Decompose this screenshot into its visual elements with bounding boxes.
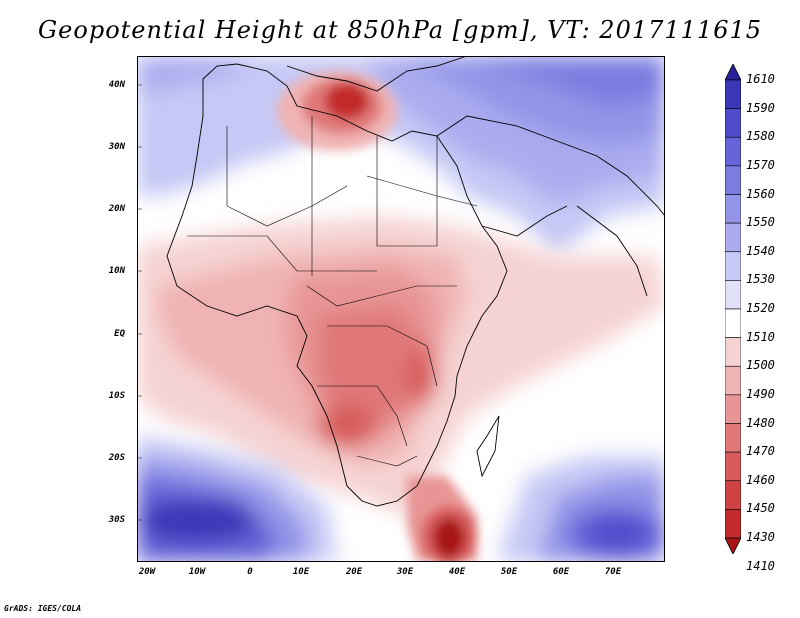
colorbar-top-arrow	[724, 63, 742, 81]
colorbar-label: 1550	[746, 215, 775, 230]
colorbar-label: 1610	[746, 72, 775, 86]
lat-label-10n: 10N	[108, 266, 125, 276]
lat-label-20n: 20N	[108, 204, 125, 214]
southern-low-heights	[137, 436, 665, 562]
colorbar-swatch	[724, 365, 742, 396]
colorbar-swatch	[724, 280, 742, 310]
colorbar-swatch	[724, 136, 742, 167]
lat-label-30n: 30N	[108, 142, 125, 152]
lat-label-10s: 10S	[108, 391, 125, 401]
map-frame	[137, 56, 665, 562]
map-panel	[137, 56, 665, 562]
lon-label-0: 0	[247, 567, 253, 577]
colorbar-label: 1450	[746, 501, 775, 516]
lon-label-40e: 40E	[448, 567, 466, 577]
colorbar-swatch	[724, 308, 742, 338]
colorbar-swatch	[724, 451, 742, 482]
colorbar-swatch	[724, 108, 742, 138]
map-title: Geopotential Height at 850hPa [gpm], VT:…	[38, 16, 762, 44]
lat-label-20s: 20S	[108, 453, 125, 463]
colorbar-swatch	[724, 194, 742, 224]
colorbar-swatch	[724, 480, 742, 510]
colorbar-label: 1430	[746, 530, 775, 544]
coastlines	[166, 56, 665, 507]
geopotential-field	[137, 56, 665, 562]
colorbar-label: 1580	[746, 129, 775, 144]
colorbar-bottom-arrow	[724, 537, 742, 555]
colorbar-swatch	[724, 251, 742, 281]
colorbar-label: 1520	[746, 301, 775, 315]
colorbar-swatch	[724, 394, 742, 424]
lon-label-60e: 60E	[552, 567, 570, 577]
colorbar-swatch	[724, 423, 742, 453]
colorbar-label: 1460	[746, 472, 775, 487]
colorbar-swatch	[724, 79, 742, 109]
colorbar-label: 1590	[746, 100, 775, 115]
country-borders	[187, 116, 478, 467]
grads-credit: GrADS: IGES/COLA	[4, 604, 82, 613]
north-low-heights	[137, 56, 665, 256]
lat-label-eq: EQ	[114, 329, 125, 339]
lon-label-10e: 10E	[292, 567, 310, 577]
colorbar-label: 1480	[746, 415, 775, 430]
lon-label-30e: 30E	[396, 567, 414, 577]
lon-label-20w: 20W	[138, 567, 156, 577]
colorbar-swatch	[724, 165, 742, 195]
lon-label-50e: 50E	[500, 567, 518, 577]
lon-label-70e: 70E	[604, 567, 622, 577]
colorbar-label: 1530	[746, 272, 775, 287]
southern-trough	[407, 476, 477, 562]
lat-label-30s: 30S	[108, 515, 125, 525]
colorbar-label: 1410	[746, 558, 775, 573]
colorbar-label: 1510	[746, 329, 775, 344]
lon-label-10w: 10W	[188, 567, 206, 577]
colorbar-swatches	[724, 63, 742, 555]
colorbar-swatch	[724, 509, 742, 539]
mediterranean-low	[277, 71, 397, 151]
colorbar-label: 1560	[746, 186, 775, 201]
colorbar-label: 1470	[746, 444, 775, 459]
lat-label-40n: 40N	[108, 80, 125, 90]
lon-label-20e: 20E	[345, 567, 363, 577]
colorbar-label: 1540	[746, 243, 775, 258]
colorbar-label: 1500	[746, 358, 775, 373]
colorbar-label: 1570	[746, 157, 775, 172]
colorbar-swatch	[724, 337, 742, 367]
africa-thermal-low	[137, 216, 665, 516]
colorbar	[724, 63, 742, 555]
colorbar-swatch	[724, 222, 742, 253]
colorbar-label: 1490	[746, 386, 775, 401]
